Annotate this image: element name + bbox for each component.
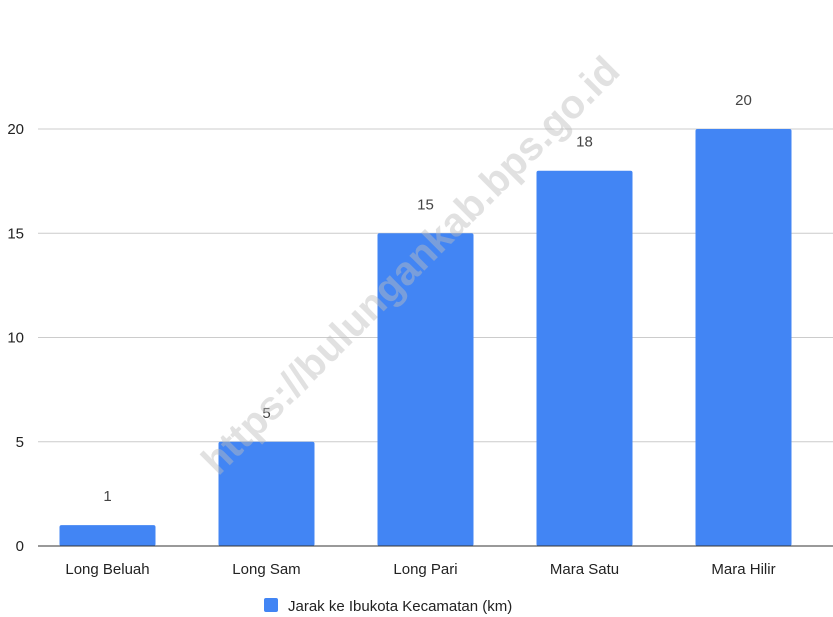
data-label: 20 [735,92,752,109]
bar [59,525,156,546]
data-label: 15 [417,196,434,213]
legend-label: Jarak ke Ibukota Kecamatan (km) [288,598,512,615]
y-tick-label: 10 [7,330,24,347]
category-label: Long Beluah [65,561,149,578]
y-tick-label: 15 [7,225,24,242]
category-label: Long Pari [393,561,457,578]
y-tick-label: 20 [7,121,24,138]
category-label: Long Sam [232,561,300,578]
x-axis-tick-labels: Long Beluah Long Sam Long Pari Mara Satu Mar… [65,561,775,578]
bars [59,129,792,546]
bar [377,233,474,546]
bar [695,129,792,546]
category-label: Mara Hilir [711,561,775,578]
legend-swatch [264,598,278,612]
bar [218,441,315,546]
y-tick-label: 5 [16,434,24,451]
category-label: Mara Satu [550,561,619,578]
data-label: 5 [262,405,270,422]
y-axis-tick-labels: 0 5 10 15 20 [7,121,24,555]
data-label: 1 [103,488,111,505]
bar [536,170,633,546]
y-tick-label: 0 [16,538,24,555]
legend: Jarak ke Ibukota Kecamatan (km) [264,598,512,615]
data-label: 18 [576,134,593,151]
